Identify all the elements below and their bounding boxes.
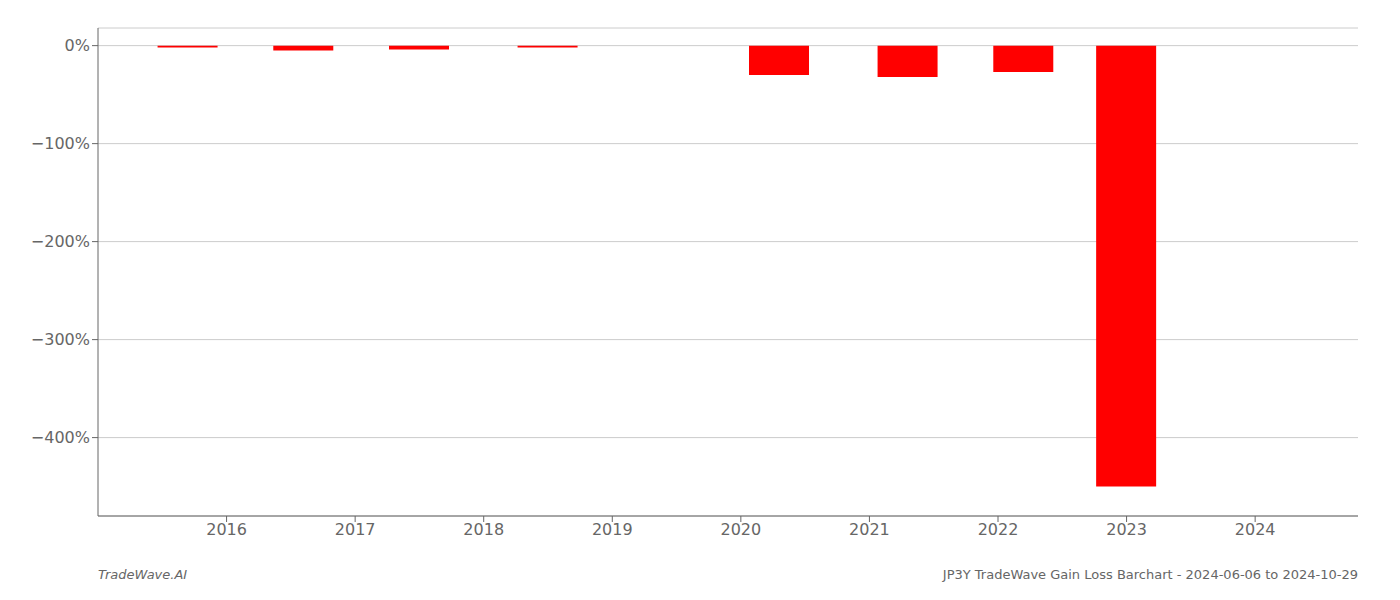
svg-text:0%: 0% xyxy=(65,36,90,55)
svg-text:2024: 2024 xyxy=(1235,520,1276,539)
svg-text:2018: 2018 xyxy=(463,520,504,539)
svg-text:2017: 2017 xyxy=(335,520,376,539)
svg-text:2016: 2016 xyxy=(206,520,247,539)
html-text:TradeWave.AI: TradeWave.AI xyxy=(98,566,188,582)
svg-text:2023: 2023 xyxy=(1106,520,1147,539)
svg-text:2020: 2020 xyxy=(720,520,761,539)
svg-text:2022: 2022 xyxy=(978,520,1019,539)
html-text:JP3Y TradeWave Gain Loss Barch: JP3Y TradeWave Gain Loss Barchart - 2024… xyxy=(942,566,1358,582)
svg-text:−400%: −400% xyxy=(31,428,90,447)
svg-text:−100%: −100% xyxy=(31,134,90,153)
svg-text:2021: 2021 xyxy=(849,520,890,539)
svg-text:−200%: −200% xyxy=(31,232,90,251)
svg-text:−300%: −300% xyxy=(31,330,90,349)
svg-text:2019: 2019 xyxy=(592,520,633,539)
